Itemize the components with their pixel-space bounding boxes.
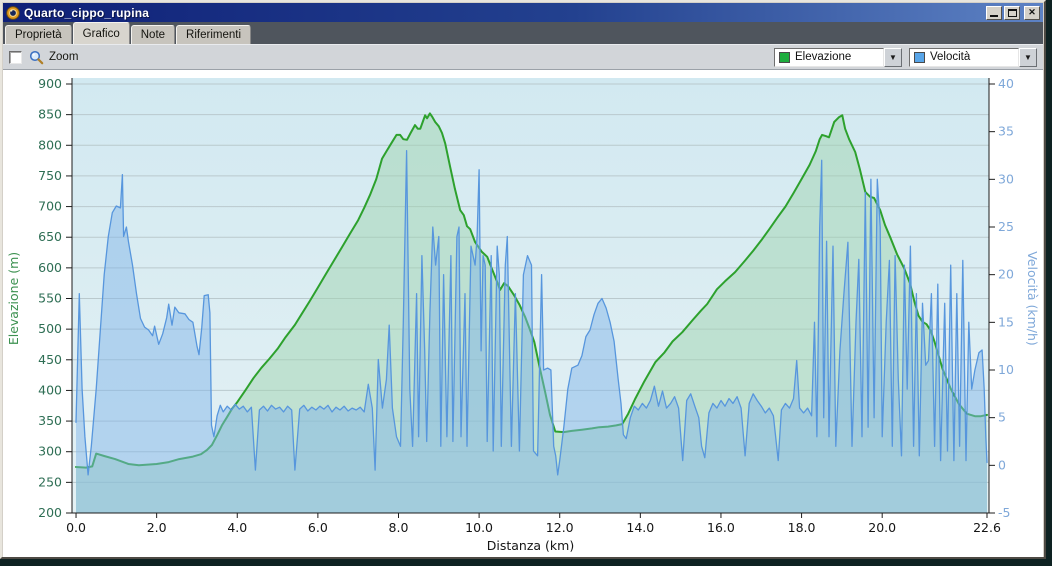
right-tick-label: 25 <box>998 219 1014 234</box>
series-selectors: Elevazione ▼ Velocità ▼ <box>774 47 1037 67</box>
left-tick-label: 650 <box>38 229 62 244</box>
right-axis-title: Velocità (km/h) <box>1025 251 1040 346</box>
x-tick-label: 10.0 <box>465 520 493 535</box>
maximize-button[interactable] <box>1004 5 1020 20</box>
x-axis-title: Distanza (km) <box>487 538 574 553</box>
data-series <box>75 112 988 514</box>
left-axis-title: Elevazione (m) <box>6 252 21 345</box>
chart-panel: 200 250 300 350 400 450 500 550 600 650 700 750 800 8… <box>3 70 1043 557</box>
x-tick-label: 16.0 <box>707 520 735 535</box>
close-icon: ✕ <box>1028 7 1036 17</box>
right-tick-label: 40 <box>998 76 1014 91</box>
x-tick-label: 0.0 <box>66 520 86 535</box>
velocity-color-swatch <box>914 51 925 63</box>
app-icon <box>6 5 20 20</box>
left-tick-label: 850 <box>38 107 62 122</box>
minimize-button[interactable] <box>986 5 1002 20</box>
elevation-color-swatch <box>779 51 790 63</box>
x-tick-label: 4.0 <box>227 520 247 535</box>
left-tick-label: 400 <box>38 382 62 397</box>
right-tick-label: 30 <box>998 171 1014 186</box>
left-tick-label: 200 <box>38 505 62 520</box>
right-tick-label: 15 <box>998 314 1014 329</box>
elevation-dropdown-field[interactable]: Elevazione <box>774 47 884 67</box>
tab-note[interactable]: Note <box>130 25 176 44</box>
tab-grafico[interactable]: Grafico <box>72 22 130 44</box>
tab-proprieta[interactable]: Proprietà <box>5 25 72 44</box>
left-tick-label: 700 <box>38 199 62 214</box>
velocity-dropdown-arrow[interactable]: ▼ <box>1019 47 1037 67</box>
x-tick-label: 22.6 <box>973 520 1001 535</box>
title-bar[interactable]: Quarto_cippo_rupina ✕ <box>3 3 1043 22</box>
x-tick-label: 2.0 <box>147 520 167 535</box>
right-tick-label: 0 <box>998 457 1006 472</box>
left-tick-label: 550 <box>38 291 62 306</box>
right-tick-label: 35 <box>998 124 1014 139</box>
tab-riferimenti[interactable]: Riferimenti <box>176 25 252 44</box>
x-tick-label: 20.0 <box>868 520 896 535</box>
elevation-dropdown-label: Elevazione <box>795 51 852 63</box>
left-tick-label: 250 <box>38 474 62 489</box>
velocity-dropdown-label: Velocità <box>930 51 971 63</box>
left-tick-label: 300 <box>38 444 62 459</box>
left-tick-label: 500 <box>38 321 62 336</box>
zoom-label: Zoom <box>49 51 79 63</box>
elevazione-line <box>75 112 988 469</box>
window-title: Quarto_cippo_rupina <box>24 5 150 20</box>
right-tick-label: 5 <box>998 410 1006 425</box>
chart-toolbar: Zoom Elevazione ▼ Velocità ▼ <box>3 44 1043 70</box>
elevazione-area <box>76 113 987 514</box>
left-tick-label: 450 <box>38 352 62 367</box>
axis-labels: 2002503003504004505005506006507007508008… <box>6 76 1040 553</box>
left-tick-label: 800 <box>38 137 62 152</box>
close-button[interactable]: ✕ <box>1024 5 1040 20</box>
elevation-series-dropdown[interactable]: Elevazione ▼ <box>774 47 902 67</box>
velocity-dropdown-field[interactable]: Velocità <box>909 47 1019 67</box>
left-tick-label: 600 <box>38 260 62 275</box>
elevation-velocity-chart[interactable]: 2002503003504004505005506006507007508008… <box>3 70 1043 557</box>
elevation-dropdown-arrow[interactable]: ▼ <box>884 47 902 67</box>
x-tick-label: 8.0 <box>389 520 409 535</box>
axes <box>66 78 995 518</box>
maximize-icon <box>1007 8 1017 17</box>
zoom-checkbox[interactable] <box>9 50 22 64</box>
right-tick-label: -5 <box>998 505 1010 520</box>
left-tick-label: 750 <box>38 168 62 183</box>
magnifier-icon <box>29 50 44 64</box>
left-tick-label: 350 <box>38 413 62 428</box>
x-tick-label: 12.0 <box>546 520 574 535</box>
velocità-area <box>76 150 987 513</box>
right-tick-label: 10 <box>998 362 1014 377</box>
right-tick-label: 20 <box>998 267 1014 282</box>
left-tick-label: 900 <box>38 76 62 91</box>
x-tick-label: 14.0 <box>626 520 654 535</box>
minimize-icon <box>990 14 998 17</box>
tab-strip: Proprietà Grafico Note Riferimenti <box>3 22 1043 44</box>
x-tick-label: 18.0 <box>788 520 816 535</box>
velocità-line <box>75 150 988 476</box>
velocity-series-dropdown[interactable]: Velocità ▼ <box>909 47 1037 67</box>
x-tick-label: 6.0 <box>308 520 328 535</box>
